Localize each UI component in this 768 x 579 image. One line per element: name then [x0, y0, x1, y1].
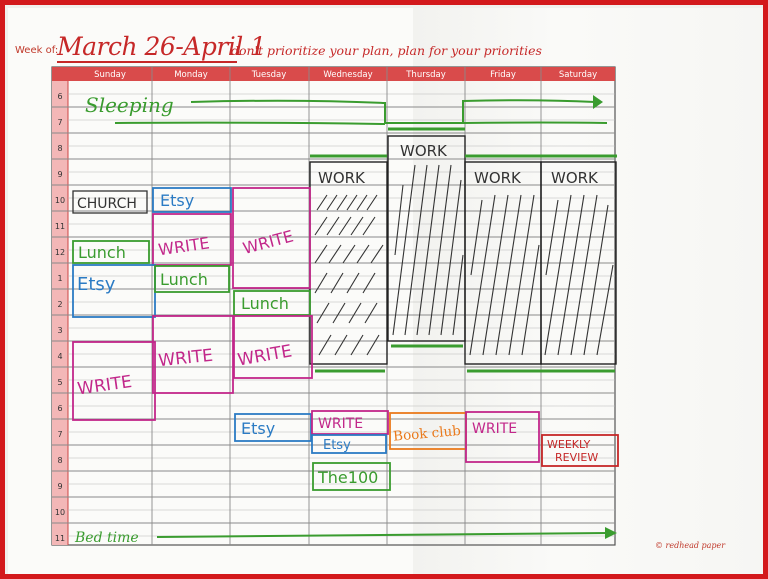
entry-review: REVIEW: [555, 451, 598, 464]
work-hatching: [314, 164, 614, 356]
hour-label: 12: [55, 248, 65, 257]
hour-label: 3: [57, 326, 62, 335]
entry-the100: The100: [317, 468, 378, 487]
entry-sleeping: Sleeping: [85, 93, 174, 117]
hour-label: 2: [57, 300, 62, 309]
entry-box: [465, 411, 540, 463]
entry-box: [72, 341, 156, 421]
entry-work: WORK: [551, 169, 599, 187]
hour-label: 4: [57, 352, 62, 361]
planner-motto: don't prioritize your plan, plan for you…: [231, 43, 542, 58]
day-label: Monday: [174, 70, 208, 80]
hour-label: 7: [57, 430, 62, 439]
entry-etsy: Etsy: [77, 274, 116, 295]
entry-box: [152, 213, 232, 266]
entry-church: CHURCH: [77, 196, 137, 212]
hour-label: 7: [57, 118, 62, 127]
day-label: Tuesday: [251, 70, 287, 80]
entry-lunch: Lunch: [241, 294, 289, 313]
entry-box: [312, 462, 391, 491]
hour-label: 11: [55, 534, 65, 543]
entry-bed-time: Bed time: [74, 530, 139, 546]
entry-box: [72, 190, 148, 214]
entry-write: WRITE: [472, 421, 517, 437]
week-dates: March 26-April 1: [57, 32, 266, 61]
arrow-icon: [593, 95, 603, 109]
hour-label: 9: [57, 482, 62, 491]
hour-label: 10: [55, 196, 65, 205]
day-label: Thursday: [405, 70, 446, 80]
entry-etsy: Etsy: [323, 438, 351, 453]
hour-label: 11: [55, 222, 65, 231]
entry-lunch: Lunch: [160, 270, 208, 289]
hour-label: 8: [57, 456, 62, 465]
entry-box: [311, 410, 389, 435]
hour-label: 10: [55, 508, 65, 517]
hour-label: 8: [57, 144, 62, 153]
entry-write: WRITE: [76, 372, 133, 399]
entry-box: [72, 240, 150, 264]
hour-label: 6: [57, 404, 62, 413]
entry-box: [152, 315, 234, 394]
entry-weekly: WEEKLY: [547, 438, 591, 451]
entry-box: [233, 315, 313, 379]
day-label: Friday: [490, 70, 516, 80]
bedtime-line: [156, 532, 610, 538]
date-underline: [57, 61, 237, 63]
entry-box: [232, 187, 311, 289]
entry-etsy: Etsy: [241, 419, 275, 438]
entry-box: [233, 290, 311, 316]
day-label: Saturday: [559, 70, 597, 80]
day-label: Wednesday: [323, 70, 372, 80]
credit-text: © redhead paper: [655, 541, 726, 550]
entry-write: WRITE: [236, 341, 293, 370]
hour-label: 9: [57, 170, 62, 179]
day-label: Sunday: [94, 70, 126, 80]
entry-write: WRITE: [318, 416, 363, 432]
entry-box: [234, 413, 312, 442]
entry-work: WORK: [400, 142, 448, 160]
hour-rail: [52, 81, 68, 545]
hour-label: 1: [57, 274, 62, 283]
entry-lunch: Lunch: [78, 243, 126, 262]
entry-write: WRITE: [241, 226, 296, 258]
entry-box: [152, 187, 232, 213]
work-blocks: [309, 135, 617, 365]
entry-box: [541, 434, 619, 467]
entry-etsy: Etsy: [160, 191, 194, 210]
commute-bars: [310, 127, 617, 373]
hour-label: 5: [57, 378, 62, 387]
entry-book-club: Book club: [393, 423, 462, 445]
entry-box: [154, 265, 230, 293]
arrow-icon: [605, 527, 617, 539]
weekly-grid: Sunday Monday Tuesday Wednesday Thursday…: [51, 66, 619, 546]
week-of-label: Week of:: [15, 45, 59, 56]
entry-box: [311, 434, 387, 454]
entry-work: WORK: [318, 169, 366, 187]
sleeping-line: [114, 95, 608, 125]
hour-label: 6: [57, 92, 62, 101]
day-header-bar: [52, 67, 615, 81]
entry-work: WORK: [474, 169, 522, 187]
